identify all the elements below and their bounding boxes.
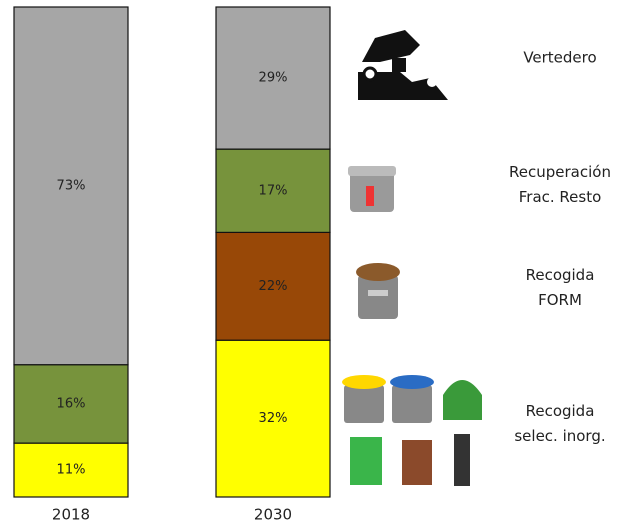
icon-bin-organic [356, 263, 400, 319]
x-tick-label: 2018 [52, 506, 90, 524]
value-label: 32% [259, 411, 288, 426]
legend-label: Recuperación Frac. Resto [485, 160, 617, 210]
value-label: 17% [259, 183, 288, 198]
value-label: 73% [57, 178, 86, 193]
value-label: 29% [259, 71, 288, 86]
icon-landfill [358, 30, 448, 100]
value-label: 16% [57, 396, 86, 411]
legend-label: Vertedero [485, 46, 617, 71]
value-label: 22% [259, 279, 288, 294]
value-label: 11% [57, 463, 86, 478]
x-tick-label: 2030 [254, 506, 292, 524]
legend-label: Recogida selec. inorg. [485, 399, 617, 449]
chart: 11% 16% 73% 2018 32% 22% 17% 29% 2030 Recogida s… [0, 0, 617, 528]
icon-container-grey [348, 166, 396, 212]
legend-label: Recogida FORM [485, 263, 617, 313]
icon-bins-inorganic [342, 375, 482, 486]
